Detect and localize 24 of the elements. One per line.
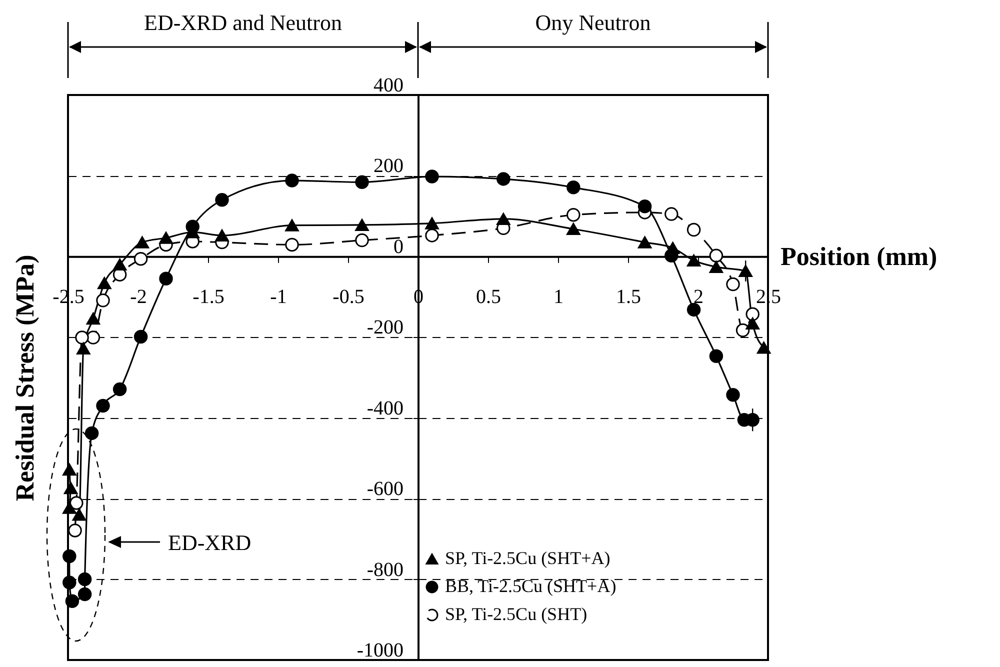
x-tick-label: 0.5 bbox=[476, 286, 501, 308]
y-tick-label: -800 bbox=[366, 558, 404, 581]
y-axis-title: Residual Stress (MPa) bbox=[10, 254, 40, 502]
legend-label: SP, Ti-2.5Cu (SHT) bbox=[445, 604, 588, 624]
x-tick-label: -1 bbox=[270, 286, 287, 308]
legend-label: SP, Ti-2.5Cu (SHT+A) bbox=[445, 548, 610, 568]
y-tick-label: 400 bbox=[374, 74, 404, 96]
text: ED-XRD and Neutron bbox=[144, 10, 342, 35]
y-tick-label: -600 bbox=[366, 478, 404, 500]
y-tick-label: 0 bbox=[394, 236, 404, 258]
x-tick-label: 2 bbox=[694, 286, 704, 308]
y-tick-label: -1000 bbox=[356, 640, 404, 662]
x-tick-label: 1 bbox=[554, 286, 564, 308]
x-tick-label: -1.5 bbox=[192, 286, 224, 308]
x-axis-title: Position (mm) bbox=[780, 242, 938, 271]
x-tick-label: 1.5 bbox=[616, 286, 641, 308]
y-tick-label: -400 bbox=[366, 397, 404, 420]
x-tick-label: -2 bbox=[130, 286, 147, 308]
annotation: ED-XRD bbox=[168, 530, 252, 555]
text: Ony Neutron bbox=[535, 10, 651, 35]
y-tick-label: -200 bbox=[366, 316, 404, 339]
legend-label: BB, Ti-2.5Cu (SHT+A) bbox=[445, 576, 616, 596]
y-tick-label: 200 bbox=[374, 155, 404, 178]
x-tick-label: -0.5 bbox=[332, 286, 364, 308]
